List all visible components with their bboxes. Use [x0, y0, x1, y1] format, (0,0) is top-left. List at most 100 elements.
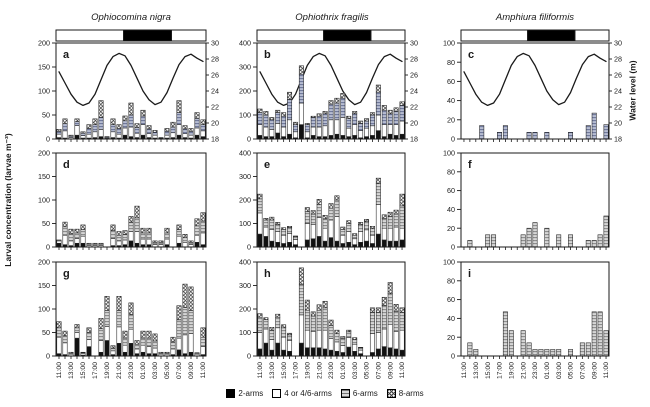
- bar-segment-six: [328, 325, 334, 339]
- bar-segment-six: [316, 204, 322, 218]
- x-axis-tick-label: 15:00: [485, 362, 492, 379]
- bar-segment-four: [346, 337, 352, 348]
- bar-segment-two: [310, 238, 316, 248]
- bar-segment-four: [164, 134, 170, 139]
- panel-a: 18 20 22 24 26 28 30 0 50 100 150 200 a: [38, 29, 219, 144]
- bar-segment-two: [98, 351, 104, 357]
- bar-segment-six: [304, 211, 310, 224]
- bar-segment-eight: [62, 330, 68, 337]
- bar-segment-two: [381, 239, 387, 248]
- bar-segment-six: [298, 73, 304, 104]
- bar-segment-two: [393, 135, 399, 140]
- y-axis-tick-label: 100: [38, 87, 50, 96]
- bar-segment-six: [585, 125, 591, 140]
- bar-segment-six: [116, 128, 122, 135]
- bar-segment-four: [152, 134, 158, 139]
- x-axis-tick-label: 19:00: [305, 362, 312, 379]
- bar-segment-six: [375, 183, 381, 205]
- bar-segment-eight: [364, 218, 369, 222]
- bar-segment-six: [375, 91, 381, 116]
- bar-segment-eight: [269, 327, 275, 331]
- bar-segment-eight: [346, 220, 352, 224]
- bar-segment-four: [257, 212, 263, 235]
- bar-segment-two: [399, 133, 405, 140]
- bar-segment-eight: [293, 121, 298, 125]
- bar-segment-six: [310, 213, 316, 225]
- bar-segment-four: [340, 234, 346, 244]
- bar-segment-four: [110, 238, 116, 246]
- bar-segment-eight: [170, 336, 176, 343]
- bar-segment-six: [603, 124, 609, 140]
- bar-segment-four: [170, 348, 176, 355]
- x-axis-tick-label: 13:00: [68, 362, 75, 379]
- bar-segment-six: [369, 228, 375, 236]
- bar-segment-two: [310, 347, 316, 357]
- bar-segment-four: [56, 336, 62, 354]
- bar-segment-eight: [188, 286, 194, 311]
- bar-segment-eight: [269, 216, 275, 221]
- bar-segment-four: [375, 114, 381, 131]
- bar-segment-two: [387, 133, 393, 140]
- bar-segment-two: [263, 236, 269, 248]
- bar-segment-six: [122, 234, 128, 241]
- bar-segment-four: [134, 132, 140, 138]
- bar-segment-four: [122, 239, 128, 245]
- bar-segment-six: [74, 121, 80, 126]
- bar-segment-eight: [158, 351, 164, 354]
- panel-frame: [460, 261, 610, 357]
- bar-segment-four: [128, 231, 134, 242]
- water-axis-tick-label: 22: [410, 103, 418, 112]
- legend-label-8arms: 8-arms: [398, 389, 424, 398]
- x-axis-tick-label: 21:00: [316, 362, 323, 379]
- bar-segment-six: [316, 309, 322, 331]
- bar-segment-six: [128, 314, 134, 330]
- bar-segment-four: [188, 333, 194, 353]
- bar-segment-eight: [164, 351, 170, 354]
- x-axis-tick-label: 17:00: [293, 362, 300, 379]
- bar-segment-six: [334, 102, 340, 121]
- bar-segment-six: [128, 114, 134, 128]
- bar-segment-eight: [134, 123, 140, 128]
- bar-segment-six: [304, 124, 310, 133]
- bar-segment-two: [393, 240, 399, 248]
- bar-segment-eight: [281, 112, 287, 117]
- bar-segment-eight: [134, 340, 140, 345]
- bar-segment-two: [176, 242, 182, 248]
- bar-segment-six: [92, 124, 98, 133]
- y-axis-tick-label: 400: [239, 39, 251, 48]
- bar-segment-six: [508, 330, 514, 357]
- bar-segment-two: [257, 135, 263, 140]
- x-axis-tick-label: 15:00: [80, 362, 87, 379]
- bar-segment-six: [591, 311, 597, 357]
- bar-segment-eight: [92, 242, 98, 245]
- bar-segment-six: [269, 329, 275, 340]
- bar-segment-eight: [128, 216, 134, 223]
- bar-segment-six: [597, 311, 603, 357]
- bar-segment-eight: [387, 211, 393, 217]
- bar-segment-six: [502, 311, 508, 357]
- bar-segment-six: [182, 237, 188, 243]
- bar-segment-six: [568, 234, 573, 248]
- bar-segment-eight: [176, 305, 182, 321]
- bar-segment-six: [122, 337, 128, 346]
- bar-segment-two: [352, 351, 358, 357]
- y-axis-tick-label: 0: [247, 243, 251, 252]
- bar-segment-eight: [68, 351, 74, 354]
- bar-segment-eight: [310, 115, 316, 118]
- bar-segment-six: [358, 347, 364, 351]
- bar-segment-four: [152, 347, 158, 354]
- bar-segment-four: [140, 344, 146, 353]
- bar-segment-eight: [393, 107, 399, 112]
- bar-segment-two: [316, 236, 322, 248]
- bar-segment-four: [322, 227, 328, 242]
- y-axis-tick-label: 0: [451, 352, 455, 361]
- bar-segment-four: [80, 235, 86, 244]
- bar-segment-six: [520, 330, 526, 357]
- bar-segment-four: [281, 336, 287, 351]
- x-axis-tick-label: 03:00: [352, 362, 359, 379]
- y-axis-tick-label: 400: [239, 149, 251, 158]
- x-axis-tick-label: 11:00: [257, 362, 264, 379]
- bar-segment-four: [194, 234, 200, 243]
- bar-segment-eight: [80, 131, 86, 134]
- bar-segment-six: [334, 199, 340, 217]
